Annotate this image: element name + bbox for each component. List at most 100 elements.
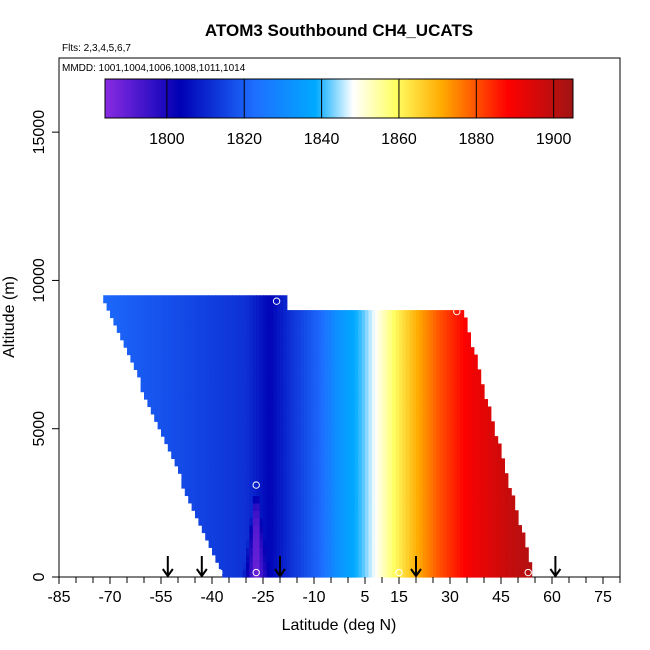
heatmap-cell [460,465,465,474]
heatmap-cell [361,473,366,482]
heatmap-cell [229,302,233,311]
heatmap-cell [310,562,315,571]
heatmap-cell [191,502,196,511]
heatmap-cell [351,525,356,534]
heatmap-cell [191,332,196,341]
heatmap-cell [399,517,403,526]
heatmap-cell [327,369,332,378]
heatmap-cell [470,399,475,408]
heatmap-cell [188,317,193,326]
heatmap-cell [416,502,420,511]
heatmap-cell [334,562,339,571]
heatmap-cell [395,465,400,474]
heatmap-cell [212,525,216,534]
heatmap-cell [256,562,261,571]
heatmap-cell [300,517,305,526]
heatmap-cell [456,458,461,467]
heatmap-cell [215,324,220,333]
heatmap-cell [395,532,400,541]
heatmap-cell [201,510,206,519]
heatmap-cell [249,361,254,370]
heatmap-cell [470,421,475,430]
heatmap-cell [225,554,230,563]
heatmap-cell [205,317,210,326]
heatmap-cell [327,495,332,504]
heatmap-cell [426,399,431,408]
heatmap-cell [249,421,254,430]
y-tick-label: 10000 [31,258,48,303]
heatmap-cell [334,554,339,563]
heatmap-cell [225,517,230,526]
heatmap-cell [361,369,366,378]
heatmap-cell [490,450,495,459]
heatmap-cell [412,547,417,556]
heatmap-cell [290,428,295,437]
heatmap-cell [348,436,352,445]
heatmap-cell [443,488,448,497]
heatmap-cell [480,465,485,474]
heatmap-cell [232,369,237,378]
heatmap-cell [263,310,267,319]
heatmap-cell [368,480,373,489]
heatmap-cell [399,562,403,571]
heatmap-cell [412,317,417,326]
heatmap-cell [280,488,284,497]
heatmap-cell [307,384,312,393]
heatmap-cell [416,562,420,571]
heatmap-cell [463,510,468,519]
x-tick-label: -10 [302,589,325,606]
heatmap-cell [365,465,369,474]
heatmap-cell [269,413,274,422]
heatmap-cell [331,465,335,474]
heatmap-cell [337,443,342,452]
heatmap-cell [225,347,230,356]
heatmap-cell [368,569,373,578]
heatmap-cell [344,347,349,356]
heatmap-cell [344,532,349,541]
heatmap-cell [263,547,267,556]
heatmap-cell [460,436,465,445]
heatmap-cell [314,547,318,556]
heatmap-cell [429,443,434,452]
heatmap-cell [467,502,471,511]
heatmap-cell [409,569,414,578]
heatmap-cell [412,406,417,415]
heatmap-cell [392,310,397,319]
heatmap-cell [337,532,342,541]
heatmap-cell [157,332,162,341]
heatmap-cell [341,569,346,578]
heatmap-cell [286,376,291,385]
heatmap-cell [280,443,284,452]
heatmap-cell [453,406,458,415]
heatmap-cell [201,347,206,356]
heatmap-cell [348,569,352,578]
heatmap-cell [453,480,458,489]
heatmap-cell [225,369,230,378]
heatmap-cell [317,354,322,363]
heatmap-cell [436,502,441,511]
heatmap-cell [429,310,434,319]
heatmap-cell [371,376,376,385]
heatmap-cell [320,369,325,378]
heatmap-cell [450,569,454,578]
heatmap-cell [269,347,274,356]
heatmap-cell [184,436,189,445]
heatmap-cell [293,554,298,563]
heatmap-cell [283,399,288,408]
heatmap-cell [150,384,155,393]
heatmap-cell [286,399,291,408]
heatmap-cell [297,495,301,504]
heatmap-cell [385,532,390,541]
heatmap-cell [266,399,271,408]
flight-arrow-head [549,568,562,578]
heatmap-cell [208,525,213,534]
heatmap-cell [273,310,278,319]
heatmap-cell [446,502,451,511]
heatmap-cell [297,347,301,356]
heatmap-cell [225,488,230,497]
heatmap-cell [327,332,332,341]
heatmap-cell [303,480,308,489]
heatmap-cell [456,510,461,519]
heatmap-cell [351,324,356,333]
heatmap-cell [439,517,444,526]
